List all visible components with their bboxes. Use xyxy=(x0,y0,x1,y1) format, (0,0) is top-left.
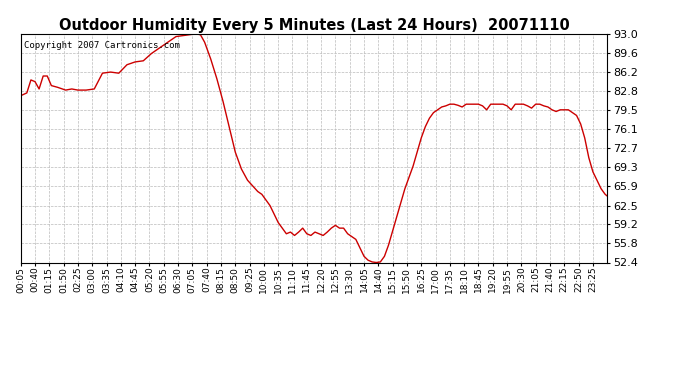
Text: Copyright 2007 Cartronics.com: Copyright 2007 Cartronics.com xyxy=(23,40,179,50)
Title: Outdoor Humidity Every 5 Minutes (Last 24 Hours)  20071110: Outdoor Humidity Every 5 Minutes (Last 2… xyxy=(59,18,569,33)
